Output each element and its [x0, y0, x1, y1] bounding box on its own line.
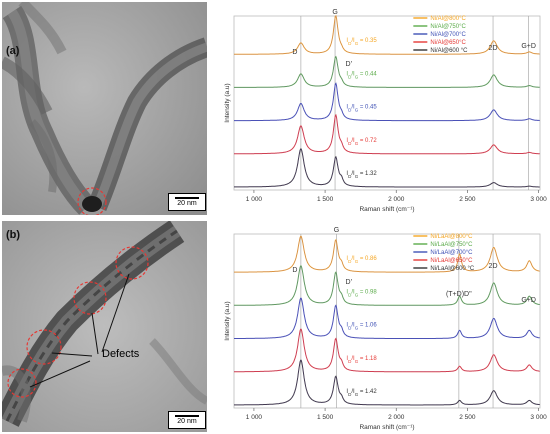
legend-entry: Ni/LaAl@700°C — [430, 250, 473, 256]
tem-image-a: (a) 20 nm — [2, 2, 207, 215]
peak-label: 2D — [489, 263, 498, 270]
fit-line — [234, 56, 540, 88]
x-tick-label: 3 000 — [530, 196, 547, 203]
ratio-label: ID/IG = 0.35 — [346, 38, 377, 46]
y-axis-label: Intensity (a.u) — [224, 301, 231, 340]
legend-entry: Ni/Al@700°C — [430, 32, 466, 38]
ratio-label: ID/IG = 0.86 — [346, 256, 377, 264]
x-tick-label: 1 000 — [246, 196, 263, 203]
legend-entry: Ni/Al@650°C — [430, 40, 466, 46]
peak-label: G — [334, 227, 339, 234]
legend-entry: Ni/LaAl@600 °C — [430, 266, 475, 272]
panel-label-a: (a) — [6, 45, 20, 57]
peak-label: D' — [346, 279, 352, 286]
x-tick-label: 2 500 — [459, 196, 476, 203]
defect-arrows — [29, 273, 130, 388]
peak-label: G+D — [521, 297, 536, 304]
fit-line — [234, 265, 540, 306]
peak-label: 2D — [489, 45, 498, 52]
fit-line — [234, 148, 540, 188]
ratio-label: ID/IG = 0.45 — [346, 105, 377, 113]
scale-bar-a: 20 nm — [168, 193, 206, 211]
x-tick-label: 1 500 — [317, 414, 334, 421]
legend-entry: Ni/Al@800°C — [430, 16, 466, 22]
scale-bar-label-b: 20 nm — [177, 418, 197, 425]
defect-circle — [115, 246, 149, 280]
peak-label: G — [332, 9, 337, 16]
legend-entry: Ni/Al@750°C — [430, 24, 466, 30]
defect-circle — [77, 187, 107, 215]
ratio-label: ID/IG = 1.32 — [346, 171, 377, 179]
fit-line — [234, 114, 540, 154]
x-axis-label: Raman shift (cm⁻¹) — [359, 206, 414, 213]
ratio-label: ID/IG = 1.42 — [346, 389, 377, 397]
x-axis-label: Raman shift (cm⁻¹) — [359, 424, 414, 431]
y-axis-label: Intensity (a.u) — [224, 83, 231, 122]
x-tick-label: 2 500 — [459, 414, 476, 421]
legend-entry: Ni/Al@600 °C — [430, 48, 468, 54]
peak-label: D' — [346, 61, 352, 68]
raman-chart-a: 1 000 1 500 2 000 2 500 3 000 Raman shift (cm… — [224, 9, 547, 213]
scale-bar-line-a — [175, 197, 199, 199]
raman-chart-b: 1 000 1 500 2 000 2 500 3 000 Raman shift (cm… — [224, 227, 547, 431]
tem-image-b: Defects (b) 20 nm — [2, 221, 207, 432]
legend-entry: Ni/LaAl@750°C — [430, 242, 473, 248]
scale-bar-label-a: 20 nm — [177, 200, 197, 207]
defect-circle — [73, 281, 107, 315]
scale-bar-b: 20 nm — [168, 411, 206, 429]
x-tick-label: 3 000 — [530, 414, 547, 421]
ratio-label: ID/IG = 0.72 — [346, 138, 377, 146]
peak-label: D — [292, 267, 297, 274]
ni-particle — [82, 196, 102, 212]
x-tick-label: 1 000 — [246, 414, 263, 421]
fit-line — [234, 236, 540, 273]
tem-micrograph-a — [2, 2, 207, 215]
tem-micrograph-b — [2, 221, 207, 432]
legend-entry: Ni/LaAl@800°C — [430, 234, 473, 240]
peak-label: G+D — [521, 43, 536, 50]
ratio-label: ID/IG = 0.98 — [346, 289, 377, 297]
defects-annotation: Defects — [102, 348, 140, 360]
ratio-label: ID/IG = 0.44 — [346, 71, 377, 79]
fit-line — [234, 360, 540, 406]
ratio-label: ID/IG = 1.18 — [346, 356, 377, 364]
ratio-label: ID/IG = 1.06 — [346, 323, 377, 331]
plot-frame — [233, 233, 541, 409]
defect-circle — [7, 368, 37, 398]
fit-line — [234, 83, 540, 121]
fit-line — [234, 329, 540, 372]
panel-label-b: (b) — [6, 229, 21, 241]
peak-label: D — [292, 49, 297, 56]
x-tick-label: 1 500 — [317, 196, 334, 203]
x-tick-label: 2 000 — [388, 414, 405, 421]
legend-entry: Ni/LaAl@650°C — [430, 258, 473, 264]
peak-label: (T+D)D'' — [446, 291, 472, 298]
x-tick-label: 2 000 — [388, 196, 405, 203]
fit-line — [234, 298, 540, 339]
plot-frame — [233, 15, 541, 191]
defect-circle — [26, 329, 62, 365]
fit-line — [234, 15, 540, 55]
scale-bar-line-b — [175, 415, 199, 417]
